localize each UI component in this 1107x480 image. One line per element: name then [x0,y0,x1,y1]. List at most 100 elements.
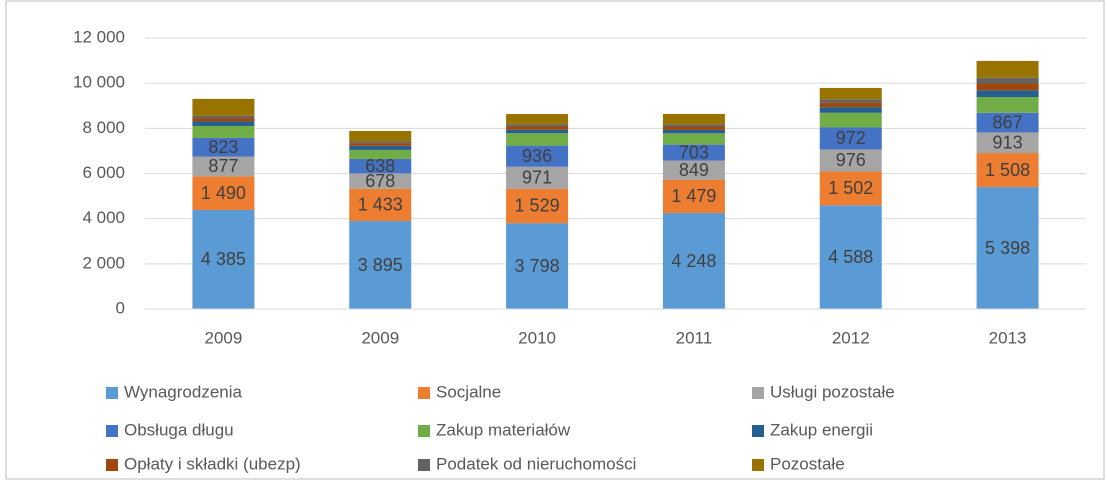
value-label: 976 [836,150,866,170]
bar-segment [976,112,1039,133]
bar-segment [976,60,1039,78]
bar-segment [662,213,725,309]
value-label: 5 398 [985,238,1030,258]
bar-segment [506,166,569,189]
bar-segment [192,98,255,116]
bar-segment [506,129,569,134]
legend-label: Zakup materiałów [436,420,571,439]
bar-segment [192,115,255,119]
value-label: 703 [679,142,709,162]
y-tick-label: 12 000 [73,27,125,46]
bar-segment [976,83,1039,91]
bar-segment [349,145,412,150]
value-label: 678 [365,171,395,191]
value-label: 638 [365,156,395,176]
value-label: 3 798 [515,256,560,276]
bar-segment [506,223,569,309]
value-label: 971 [522,167,552,187]
bar-segment [819,205,882,309]
x-tick-label: 2009 [205,328,243,347]
bar-segment [506,133,569,146]
x-tick-label: 2010 [518,328,556,347]
bar-segment [819,107,882,113]
bar-segment [819,102,882,108]
value-label: 1 433 [358,195,403,215]
value-label: 936 [522,146,552,166]
bar-segment [506,145,569,167]
value-label: 4 588 [828,247,873,267]
bar-segment [662,113,725,125]
value-label: 3 895 [358,255,403,275]
value-label: 4 248 [671,251,716,271]
y-tick-label: 8 000 [82,118,125,137]
legend-label: Socjalne [436,382,501,401]
value-label: 1 479 [671,186,716,206]
value-label: 972 [836,128,866,148]
legend-swatch [106,459,118,471]
bar-segment [819,112,882,128]
legend-swatch [752,459,764,471]
bar-segment [819,99,882,103]
bar-segment [349,173,412,189]
bar-segment [349,188,412,222]
legend-swatch [418,425,430,437]
legend-label: Usługi pozostałe [770,382,895,401]
value-label: 877 [208,156,238,176]
bar-segment [662,129,725,134]
value-label: 1 508 [985,160,1030,180]
value-label: 913 [993,132,1023,152]
x-tick-label: 2013 [989,328,1027,347]
value-label: 849 [679,160,709,180]
bar-segment [976,77,1039,84]
bar-segment [349,149,412,159]
bar-segment [662,133,725,145]
y-tick-label: 0 [116,298,125,317]
bar-segment [349,221,412,309]
bar-segment [192,137,255,157]
bar-segment [976,153,1039,188]
bar-segment [819,87,882,100]
bar-segment [506,114,569,125]
legend-label: Opłaty i składki (ubezp) [124,454,301,473]
legend-swatch [418,459,430,471]
legend-swatch [106,425,118,437]
bar-segment [192,121,255,126]
y-tick-label: 2 000 [82,253,125,272]
bar-segment [349,141,412,144]
bar-segment [192,176,255,210]
value-label: 1 529 [515,196,560,216]
value-label: 1 502 [828,178,873,198]
x-tick-label: 2009 [361,328,399,347]
bar-segment [976,187,1039,309]
legend-label: Zakup energii [770,420,873,439]
bar-segment [819,171,882,206]
bar-segment [506,124,569,127]
value-label: 4 385 [201,249,246,269]
legend-label: Wynagrodzenia [124,382,243,401]
bar-segment [506,188,569,224]
legend-swatch [752,425,764,437]
value-label: 823 [208,137,238,157]
legend-swatch [752,387,764,399]
bar-segment [662,179,725,214]
bar-segment [349,143,412,146]
bar-segment [819,127,882,150]
x-tick-label: 2011 [676,328,713,347]
bar-segment [662,126,725,130]
bar-segment [506,126,569,130]
bar-segment [662,144,725,161]
bar-segment [662,160,725,180]
bar-segment [192,209,255,309]
y-tick-label: 4 000 [82,208,125,227]
legend-label: Podatek od nieruchomości [436,454,636,473]
bar-segment [192,156,255,177]
bar-segment [349,130,412,142]
y-tick-label: 10 000 [73,73,125,92]
y-tick-label: 6 000 [82,163,125,182]
bar-segment [976,97,1039,113]
legend-label: Obsługa długu [124,420,234,439]
legend-swatch [418,387,430,399]
legend-swatch [106,387,118,399]
value-label: 1 490 [201,183,246,203]
